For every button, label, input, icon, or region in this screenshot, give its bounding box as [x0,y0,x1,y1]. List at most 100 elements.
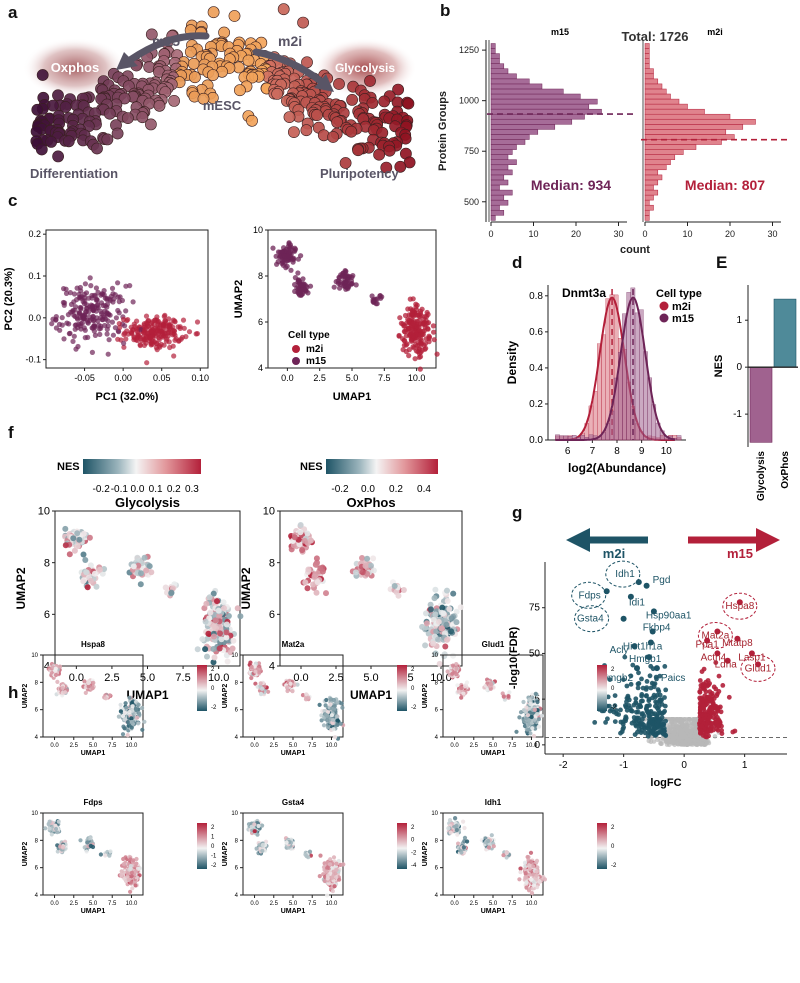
hist-title-m15: m15 [551,27,569,37]
y-tick-label: 8 [269,557,275,569]
umap-point [422,346,428,352]
panel-title: OxPhos [346,495,395,510]
umap-nes-point [423,620,430,627]
umap-point [279,258,285,264]
gene-umap-point [121,856,126,862]
gene-umap-point [84,849,89,854]
gene-umap-point [260,686,265,691]
volcano-point-m2i [632,732,638,737]
volcano-point-m15 [701,703,707,709]
x-tick-label: 10.0 [126,901,138,907]
hist-bar [644,88,667,95]
volcano-point-m2i [656,730,662,735]
gene-umap-point [125,733,130,738]
pca-point [77,310,83,316]
volcano-point-m2i [653,703,658,709]
umap-nes-point [204,653,210,660]
gene-umap-point [259,691,264,696]
gene-umap-point [252,822,257,827]
umap-nes-point [362,562,369,569]
volcano-point-m15 [713,686,719,692]
volcano-point-m15 [701,666,707,672]
x-tick-label: 10.0 [526,743,538,749]
y-tick-label: 8 [235,838,239,844]
umap-point [339,273,346,279]
cell [233,84,246,97]
umap-point [411,345,417,351]
x-tick-label: 10 [661,446,673,457]
cell [366,97,379,109]
cell [345,125,358,138]
x-tick-label: 8 [614,446,620,457]
cell [36,69,49,81]
panel-label-a: a [8,3,18,22]
pca-point [49,321,55,327]
umap-point [417,366,423,372]
y-tick-label: 8 [35,680,39,686]
gene-colorbar-tick: 0 [411,686,415,692]
umap-point [410,333,416,339]
volcano-point-label: Glud1 [745,663,772,674]
pca-point [166,324,172,330]
umap-nes-point [224,658,231,665]
arrow-right-head [314,74,334,92]
hist-bar [644,174,663,181]
gene-umap-point [334,714,340,719]
gene-umap-point [517,715,522,720]
x-tick-label: 0.10 [192,373,210,383]
gene-umap-point [116,714,121,719]
pca-point [93,308,99,314]
volcano-point-m15 [716,673,722,679]
legend-swatch-m2i [659,301,669,311]
x-tick-label: 0.0 [50,901,59,907]
umap-nes-point [162,584,169,591]
gene-umap-point [130,886,135,891]
umap-nes-point [432,650,439,657]
y-tick-label: 10 [431,653,438,659]
gene-umap-point [339,701,344,706]
y-axis-title: UMAP2 [422,842,429,867]
volcano-point-ns [676,736,681,742]
x-axis-title: UMAP1 [81,750,106,757]
hist-bar [490,215,496,221]
gene-umap-point [319,718,324,723]
pca-point [170,332,176,338]
volcano-point-m2i [618,730,623,736]
volcano-point-m2i [662,703,668,709]
x-tick-label: 0.00 [114,373,132,383]
x-axis-title: PC1 (32.0%) [96,391,159,403]
gene-umap-point [254,846,259,851]
colorbar [83,459,201,474]
umap-point [281,253,287,259]
hist-bar [644,113,731,120]
hist-bar [490,43,496,49]
umap-nes-point [435,618,442,625]
umap-nes-point [299,547,306,554]
umap-point [431,337,437,343]
gene-umap-point [140,705,145,711]
panel-h: h 0.0 2.5 5.0 7.5 10.046810UMAP1UMAP2Hspa820… [8,640,617,915]
legend-label-m2i: m2i [306,344,323,355]
volcano-point-m2i [636,718,642,724]
pca-point [102,303,108,309]
cell [364,75,376,87]
x-tick-label: 6 [565,446,571,457]
gene-umap-point [285,688,290,694]
gene-umap-point [290,689,295,694]
umap-nes-point [359,555,365,561]
pca-point [104,331,110,337]
colorbar-tick: -0.2 [331,484,349,495]
cell [352,144,364,157]
y-tick-label: 6 [235,866,239,872]
umap-nes-point [210,659,217,666]
gene-umap-point [330,875,335,880]
gene-umap-point [127,710,132,715]
gene-umap-point [461,691,466,696]
pca-point [102,308,108,314]
gene-umap-point [464,680,470,685]
density-series-m15 [555,287,682,441]
umap-nes-point [74,530,81,537]
